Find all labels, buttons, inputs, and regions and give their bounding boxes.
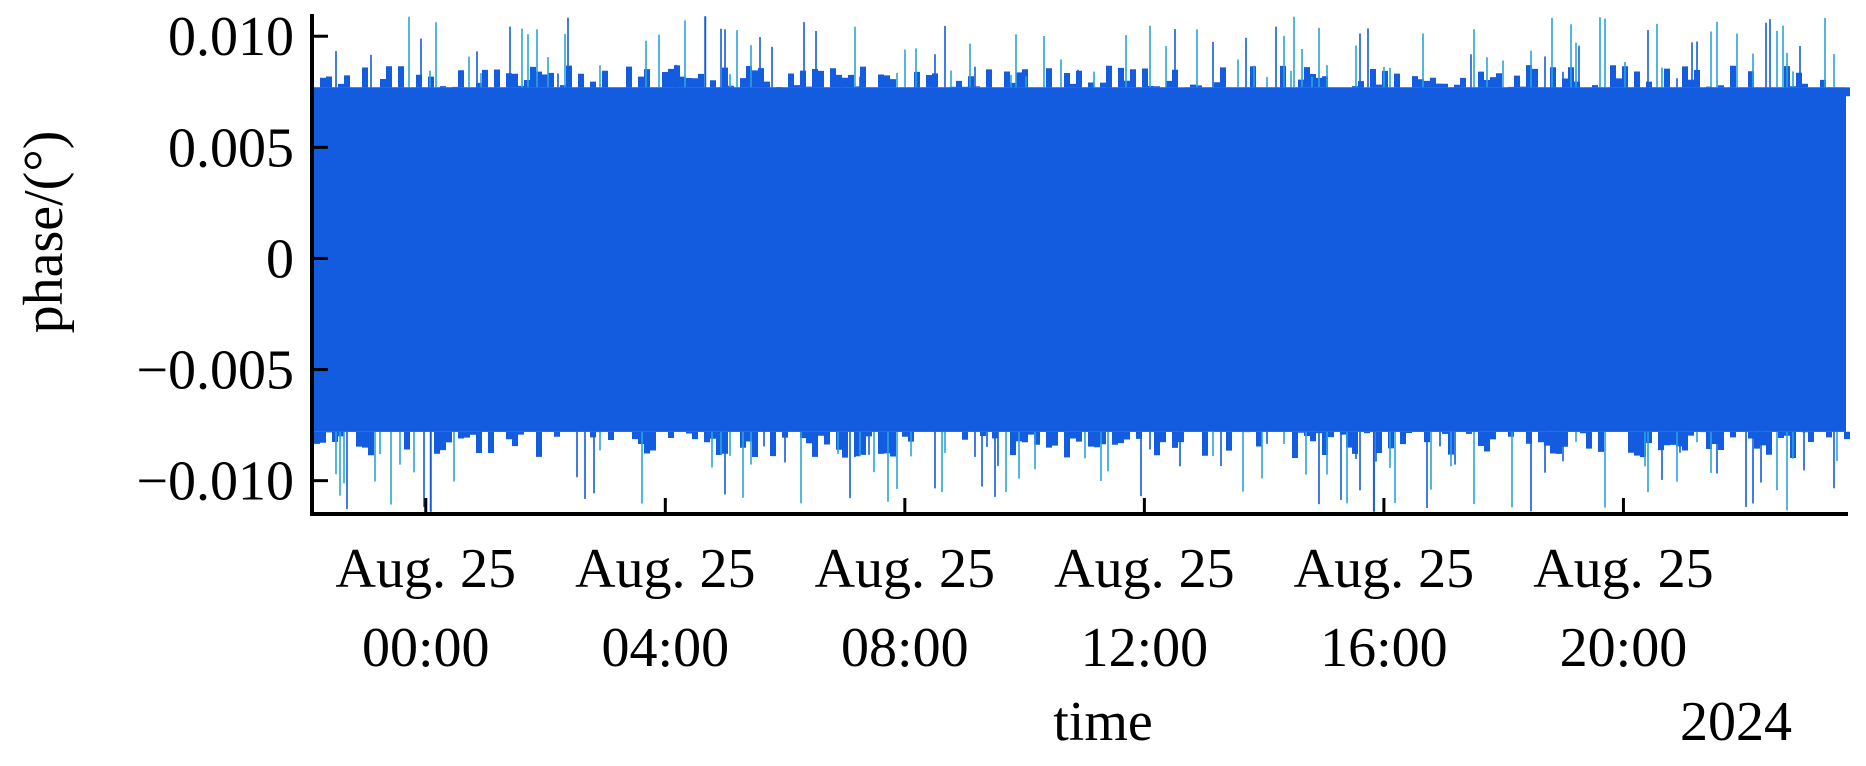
y-tick-label: 0.010 bbox=[168, 6, 294, 68]
axes: 0.010 0.005 0 −0.005 −0.010 Aug. 25 00:00 Aug. … bbox=[136, 6, 1848, 679]
series-envelope-bottom bbox=[314, 414, 1850, 459]
y-tick-label: −0.010 bbox=[136, 451, 294, 513]
y-tick-label: −0.005 bbox=[136, 340, 294, 402]
series-envelope-top bbox=[314, 65, 1850, 106]
plot-area bbox=[314, 16, 1850, 512]
x-axis-label: time bbox=[1053, 691, 1153, 753]
x-tick-label-date: Aug. 25 bbox=[815, 538, 995, 600]
x-tick-label-time: 00:00 bbox=[362, 617, 490, 679]
x-tick-label-time: 16:00 bbox=[1320, 617, 1448, 679]
x-tick-label-date: Aug. 25 bbox=[1054, 538, 1234, 600]
x-tick-label-time: 04:00 bbox=[602, 617, 730, 679]
x-tick-label-time: 12:00 bbox=[1081, 617, 1209, 679]
x-tick-label-date: Aug. 25 bbox=[575, 538, 755, 600]
y-tick-label: 0.005 bbox=[168, 117, 294, 179]
y-axis-label: phase/(°) bbox=[13, 131, 75, 334]
series-band bbox=[314, 87, 1846, 432]
y-tick-label: 0 bbox=[266, 228, 294, 290]
x-tick-label-time: 08:00 bbox=[841, 617, 969, 679]
x-axis-offset-label: 2024 bbox=[1680, 691, 1792, 753]
x-tick-label-date: Aug. 25 bbox=[1533, 538, 1713, 600]
x-tick-label-time: 20:00 bbox=[1560, 617, 1688, 679]
x-tick-label-date: Aug. 25 bbox=[1294, 538, 1474, 600]
x-tick-label-date: Aug. 25 bbox=[336, 538, 516, 600]
